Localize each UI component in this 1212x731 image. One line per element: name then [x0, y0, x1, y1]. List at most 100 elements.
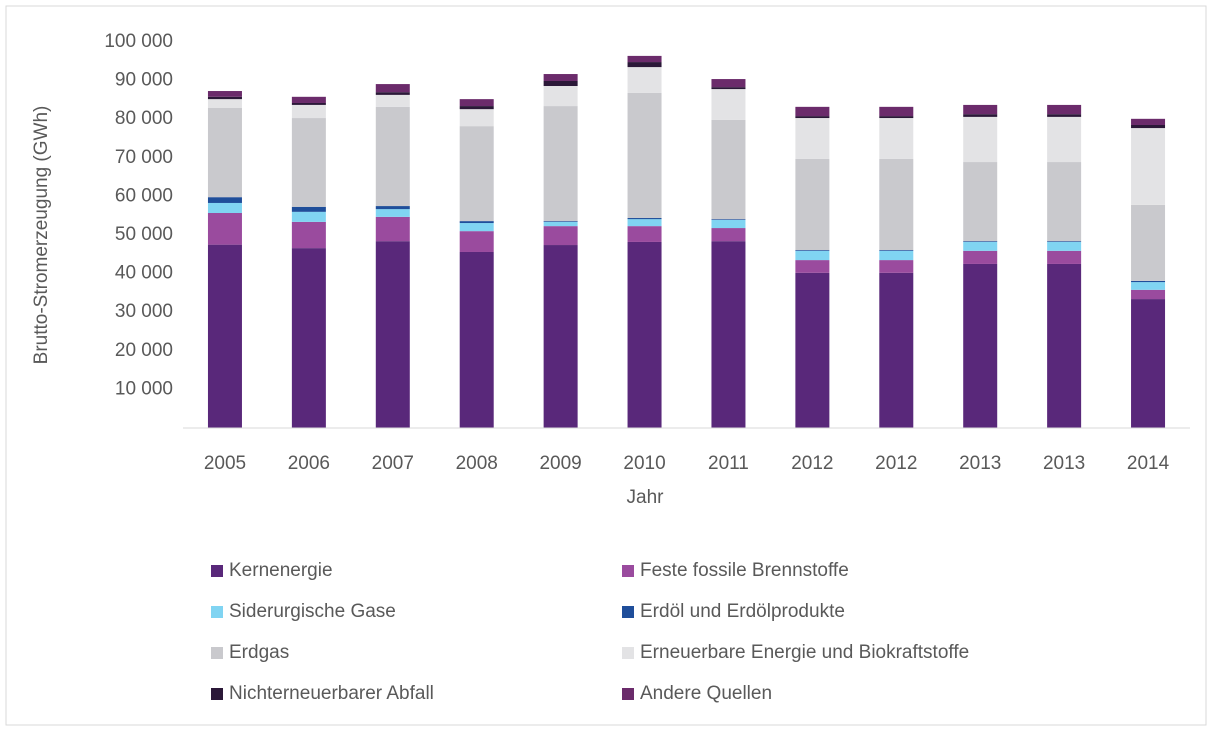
- bar-segment: [1047, 263, 1082, 428]
- x-tick-label: 2012: [875, 453, 917, 474]
- bar-segment: [711, 241, 746, 428]
- x-tick-label: 2013: [1043, 453, 1085, 474]
- bar-segment: [543, 80, 578, 87]
- bar-segment: [291, 248, 326, 428]
- bar-segment: [711, 87, 746, 90]
- bar-segment: [543, 106, 578, 222]
- bar-segment: [207, 202, 242, 213]
- bar-segment: [627, 62, 662, 68]
- bar-segment: [711, 228, 746, 242]
- bar-segment: [1131, 204, 1166, 281]
- bar-segment: [543, 221, 578, 222]
- bar-segment: [459, 221, 494, 224]
- bar-segment: [627, 241, 662, 428]
- x-axis-label: Jahr: [627, 487, 665, 508]
- bar-segment: [459, 99, 494, 107]
- x-tick-label: 2010: [623, 453, 665, 474]
- bar-segment: [1047, 114, 1082, 117]
- bar-segment: [795, 116, 830, 119]
- legend-swatch: [211, 688, 223, 700]
- bar-segment: [627, 219, 662, 227]
- legend-swatch: [622, 565, 634, 577]
- x-tick-label: 2006: [288, 453, 330, 474]
- bar-segment: [1047, 241, 1082, 242]
- bar-segment: [459, 109, 494, 127]
- bar-segment: [543, 226, 578, 246]
- legend-swatch: [622, 688, 634, 700]
- y-tick-label: 40 000: [115, 263, 173, 284]
- bar-segment: [711, 219, 746, 220]
- bar-segment: [375, 241, 410, 428]
- x-tick-label: 2011: [708, 453, 749, 474]
- bar-segment: [795, 158, 830, 251]
- bar-segment: [1047, 241, 1082, 251]
- y-axis-label: Brutto-Stromerzeugung (GWh): [31, 106, 52, 365]
- bar-segment: [207, 96, 242, 100]
- y-tick-label: 50 000: [115, 224, 173, 245]
- bar-segment: [879, 250, 914, 251]
- bar-segment: [207, 99, 242, 109]
- legend-swatch: [622, 647, 634, 659]
- chart-frame: [5, 5, 1207, 726]
- bar-segment: [291, 118, 326, 207]
- bar-segment: [375, 84, 410, 93]
- bar-segment: [291, 211, 326, 222]
- bar-segment: [627, 55, 662, 63]
- y-tick-label: 30 000: [115, 301, 173, 322]
- bar-segment: [795, 250, 830, 261]
- y-tick-label: 70 000: [115, 147, 173, 168]
- bar-segment: [711, 119, 746, 220]
- bar-segment: [627, 218, 662, 220]
- x-tick-label: 2012: [791, 453, 833, 474]
- legend-swatch: [211, 565, 223, 577]
- legend-label: Nichterneuerbarer Abfall: [229, 683, 434, 704]
- bar-segment: [459, 251, 494, 428]
- x-tick-label: 2007: [372, 453, 414, 474]
- x-tick-label: 2008: [456, 453, 498, 474]
- x-tick-label: 2005: [204, 453, 246, 474]
- bar-segment: [459, 106, 494, 110]
- legend-label: Erdöl und Erdölprodukte: [640, 601, 845, 622]
- bar-segment: [207, 197, 242, 203]
- bar-segment: [795, 118, 830, 159]
- bar-segment: [207, 108, 242, 198]
- bar-segment: [375, 106, 410, 207]
- bar-segment: [795, 272, 830, 428]
- bar-segment: [207, 91, 242, 97]
- bar-segment: [291, 96, 326, 103]
- bar-segment: [1131, 282, 1166, 290]
- bar-segment: [879, 116, 914, 119]
- bar-segment: [879, 106, 914, 117]
- y-tick-label: 20 000: [115, 340, 173, 361]
- bar-segment: [1131, 289, 1166, 300]
- bar-segment: [375, 209, 410, 217]
- y-tick-label: 10 000: [115, 378, 173, 399]
- bar-segment: [543, 86, 578, 107]
- bar-segment: [1047, 116, 1082, 163]
- legend-label: Feste fossile Brennstoffe: [640, 560, 849, 581]
- y-tick-label: 100 000: [104, 31, 173, 52]
- bar-segment: [627, 67, 662, 93]
- bar-segment: [375, 92, 410, 95]
- legend-label: Siderurgische Gase: [229, 601, 396, 622]
- bar-segment: [207, 244, 242, 428]
- bar-segment: [1131, 124, 1166, 129]
- bar-segment: [795, 106, 830, 117]
- x-tick-label: 2014: [1127, 453, 1170, 474]
- bar-segment: [963, 241, 998, 242]
- bar-segment: [459, 231, 494, 252]
- bar-segment: [1047, 250, 1082, 264]
- legend-swatch: [622, 606, 634, 618]
- bar-segment: [291, 102, 326, 105]
- bar-segment: [795, 260, 830, 273]
- bar-segment: [963, 104, 998, 115]
- bar-segment: [1047, 162, 1082, 242]
- bar-segment: [1131, 280, 1166, 283]
- bar-segment: [879, 260, 914, 273]
- x-tick-label: 2009: [539, 453, 581, 474]
- bar-segment: [291, 104, 326, 119]
- bar-segment: [1131, 299, 1166, 428]
- bar-segment: [207, 212, 242, 245]
- bar-segment: [1047, 104, 1082, 115]
